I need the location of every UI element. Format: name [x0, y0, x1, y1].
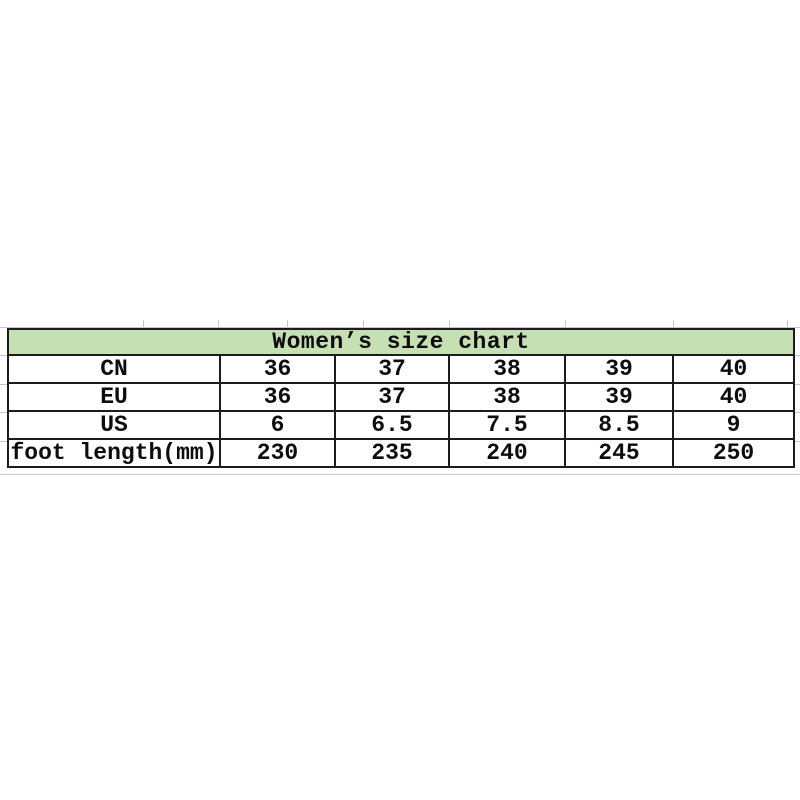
size-cell: 6.5	[334, 410, 450, 440]
size-cell: 36	[219, 382, 336, 412]
size-cell: 230	[219, 438, 336, 468]
size-cell: 9	[671, 410, 796, 440]
size-cell: 8.5	[564, 410, 674, 440]
size-cell: 245	[564, 438, 674, 468]
size-cell: 37	[334, 382, 450, 412]
row-label-cn: CN	[7, 354, 221, 384]
size-cell: 39	[564, 354, 674, 384]
size-cell: 250	[671, 438, 796, 468]
size-cell: 235	[334, 438, 450, 468]
spreadsheet-gridline	[218, 320, 219, 328]
title-row: Women’s size chart	[6, 328, 796, 356]
spreadsheet-gridline	[565, 320, 566, 328]
spreadsheet-gridline	[0, 327, 800, 328]
table-row-us: US 6 6.5 7.5 8.5 9	[7, 410, 796, 440]
table-row-foot-length: foot length(mm) 230 235 240 245 250	[7, 438, 796, 468]
table-row-cn: CN 36 37 38 39 40	[7, 354, 796, 384]
row-label-us: US	[7, 410, 221, 440]
spreadsheet-gridline	[363, 320, 364, 328]
spreadsheet-gridline	[449, 320, 450, 328]
size-chart-table: Women’s size chart CN 36 37 38 39 40 EU …	[6, 328, 796, 468]
row-label-eu: EU	[7, 382, 221, 412]
size-cell: 38	[448, 354, 566, 384]
size-cell: 37	[334, 354, 450, 384]
row-label-foot-length: foot length(mm)	[7, 438, 221, 468]
size-cell: 240	[448, 438, 566, 468]
table-title: Women’s size chart	[6, 328, 796, 356]
size-cell: 38	[448, 382, 566, 412]
size-cell: 6	[219, 410, 336, 440]
size-cell: 40	[671, 382, 796, 412]
table-row-eu: EU 36 37 38 39 40	[7, 382, 796, 412]
size-cell: 36	[219, 354, 336, 384]
spreadsheet-gridline	[287, 320, 288, 328]
size-cell: 39	[564, 382, 674, 412]
spreadsheet-gridline	[673, 320, 674, 328]
spreadsheet-gridline	[787, 320, 788, 328]
spreadsheet-gridline	[0, 474, 800, 475]
size-cell: 7.5	[448, 410, 566, 440]
spreadsheet-gridline	[143, 320, 144, 328]
size-cell: 40	[671, 354, 796, 384]
